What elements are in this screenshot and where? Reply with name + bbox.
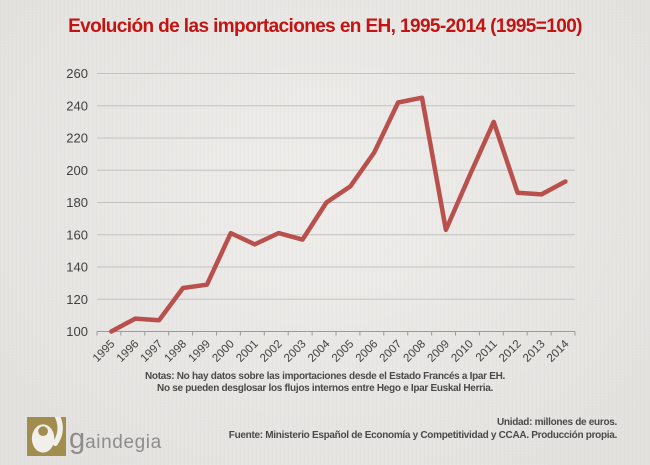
source-label: Fuente: Ministerio Español de Economía y…	[228, 429, 618, 441]
y-axis-tick-label: 160	[66, 227, 88, 242]
y-axis-tick-label: 180	[66, 195, 88, 210]
notes-line-2: No se pueden desglosar los flujos intern…	[157, 382, 493, 394]
logo-yolk-dot	[38, 426, 48, 437]
notes-line-1: Notas: No hay datos sobre las importacio…	[144, 371, 506, 382]
chart-notes: Notas: No hay datos sobre las importacio…	[0, 371, 650, 394]
x-axis-tick-label: 2003	[282, 338, 309, 365]
y-axis-tick-label: 240	[66, 98, 88, 113]
x-axis-tick-label: 2009	[425, 338, 452, 365]
y-axis-tick-label: 260	[66, 66, 88, 81]
y-axis-tick-label: 100	[66, 324, 88, 339]
x-axis-tick-label: 1995	[91, 338, 118, 365]
x-axis-tick-label: 1997	[139, 338, 166, 365]
x-axis-tick-label: 2001	[234, 338, 261, 365]
chart-title: Evolución de las importaciones en EH, 19…	[68, 16, 582, 37]
x-axis-tick-label: 1996	[115, 338, 142, 365]
x-axis-tick-label: 2011	[474, 338, 500, 364]
x-axis-tick-label: 2002	[258, 338, 285, 365]
logo-egg-shape	[31, 424, 55, 453]
x-axis-tick-label: 1999	[186, 338, 213, 365]
wordmark-initial: g	[69, 423, 86, 455]
y-axis-tick-label: 220	[66, 131, 88, 146]
x-axis-tick-label: 2007	[378, 338, 405, 365]
x-axis-tick-label: 2013	[521, 338, 548, 365]
logo-accent-stroke	[52, 417, 63, 447]
x-axis-tick-label: 1998	[163, 338, 190, 365]
x-axis-tick-label: 2014	[545, 338, 572, 365]
x-axis-tick-label: 2012	[497, 338, 524, 365]
y-axis-tick-label: 200	[66, 163, 88, 178]
gaindegia-logo: gaindegia	[27, 409, 162, 456]
x-axis-tick-label: 2008	[402, 338, 429, 365]
unit-label: Unidad: millones de euros.	[497, 417, 617, 428]
y-axis-tick-label: 120	[66, 292, 88, 307]
gaindegia-logo-icon	[27, 417, 66, 456]
y-axis-tick-label: 140	[66, 260, 88, 275]
x-axis-tick-label: 2010	[449, 338, 476, 365]
x-axis-tick-label: 2005	[330, 338, 357, 365]
chart-credits: Unidad: millones de euros. Fuente: Minis…	[228, 417, 618, 442]
gaindegia-wordmark: gaindegia	[69, 423, 162, 456]
x-axis-tick-label: 2000	[210, 338, 237, 365]
x-axis-tick-label: 2004	[306, 338, 333, 365]
x-axis-tick-label: 2006	[354, 338, 381, 365]
import-evolution-line-chart: 1001201401601802002202402601995199619971…	[66, 66, 576, 365]
wordmark-rest: aindegia	[85, 432, 162, 453]
imports-series-line	[109, 95, 568, 334]
